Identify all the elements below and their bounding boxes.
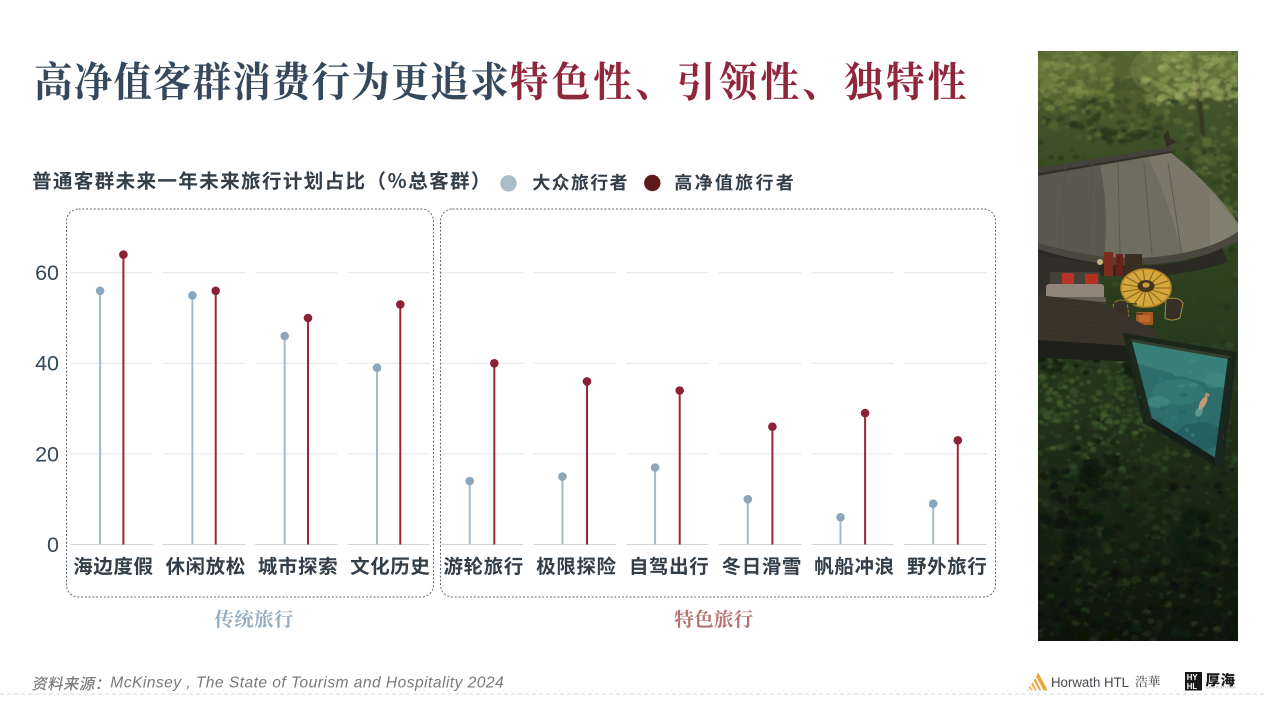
svg-text:McKinsey , The State of Touris: McKinsey , The State of Tourism and Hosp…: [110, 674, 504, 691]
svg-text:HL: HL: [1187, 682, 1198, 691]
svg-text:40: 40: [35, 352, 59, 376]
svg-text:20: 20: [35, 442, 59, 466]
svg-text:HY: HY: [1187, 673, 1199, 682]
svg-text:0: 0: [47, 533, 59, 557]
svg-text:60: 60: [35, 261, 59, 285]
svg-text:DATA PLATFORM: DATA PLATFORM: [1206, 685, 1235, 689]
svg-text:Horwath HTL: Horwath HTL: [1051, 675, 1129, 691]
